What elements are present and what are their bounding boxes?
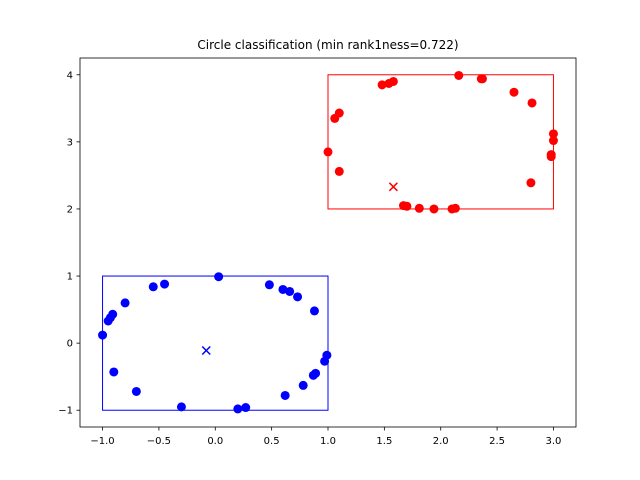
data-point-series-0	[278, 284, 288, 294]
x-tick-label: 3.0	[546, 436, 562, 447]
data-point-series-1	[388, 76, 398, 86]
data-point-series-1	[526, 178, 536, 188]
data-point-series-0	[285, 286, 295, 296]
data-point-series-0	[298, 380, 308, 390]
axes: −1.0 −0.5 0.0 0.5 1.0 1.5 2.0 2.5 3.0 −1 0 1 2 3 4	[58, 70, 561, 447]
x-tick-label: 2.5	[489, 436, 505, 447]
data-point-series-1	[414, 203, 424, 213]
data-point-series-0	[280, 390, 290, 400]
y-tick-label: 0	[67, 339, 73, 350]
y-tick-label: 2	[67, 204, 73, 215]
data-point-series-1	[548, 129, 558, 139]
data-point-series-1	[334, 166, 344, 176]
x-tick-label: −0.5	[147, 436, 171, 447]
center-marker-1	[388, 182, 398, 192]
data-point-series-1	[377, 80, 387, 90]
data-point-series-0	[98, 330, 108, 340]
data-point-series-0	[148, 282, 158, 292]
data-point-series-0	[241, 403, 251, 413]
data-point-series-0	[311, 368, 321, 378]
data-point-series-0	[160, 279, 170, 289]
data-point-series-0	[131, 386, 141, 396]
data-point-series-1	[548, 136, 558, 146]
data-point-series-1	[402, 201, 412, 211]
y-tick-label: 1	[67, 272, 73, 283]
x-tick-label: 0.5	[264, 436, 280, 447]
center-marker-0	[201, 345, 211, 356]
data-point-series-1	[527, 98, 537, 108]
data-point-series-0	[214, 272, 224, 282]
chart-title: Circle classification (min rank1ness=0.7…	[197, 38, 458, 52]
y-tick-label: 3	[67, 137, 73, 148]
y-tick-label: −1	[58, 406, 73, 417]
data-point-series-1	[509, 87, 519, 97]
data-point-series-1	[546, 150, 556, 160]
data-point-series-0	[108, 309, 118, 319]
data-point-series-0	[309, 306, 319, 316]
x-tick-label: 1.0	[320, 436, 336, 447]
data-point-series-0	[233, 404, 243, 414]
x-tick-label: 2.0	[433, 436, 449, 447]
center-marker-stroke	[201, 345, 211, 356]
data-point-series-1	[450, 203, 460, 213]
y-tick-label: 4	[67, 70, 73, 81]
x-tick-label: 1.5	[376, 436, 392, 447]
data-point-series-0	[264, 280, 274, 290]
data-point-series-1	[334, 108, 344, 118]
data-point-series-1	[477, 74, 487, 84]
data-point-series-1	[454, 70, 464, 80]
x-tick-label: −1.0	[90, 436, 114, 447]
center-marker-stroke	[388, 182, 398, 192]
plot-area	[98, 70, 558, 414]
data-point-series-1	[429, 204, 439, 214]
data-point-series-0	[293, 292, 303, 302]
data-point-series-0	[322, 350, 332, 360]
data-point-series-0	[109, 367, 119, 377]
data-point-series-1	[323, 147, 333, 157]
data-point-series-0	[176, 402, 186, 412]
data-point-series-0	[120, 298, 130, 308]
x-tick-label: 0.0	[207, 436, 223, 447]
